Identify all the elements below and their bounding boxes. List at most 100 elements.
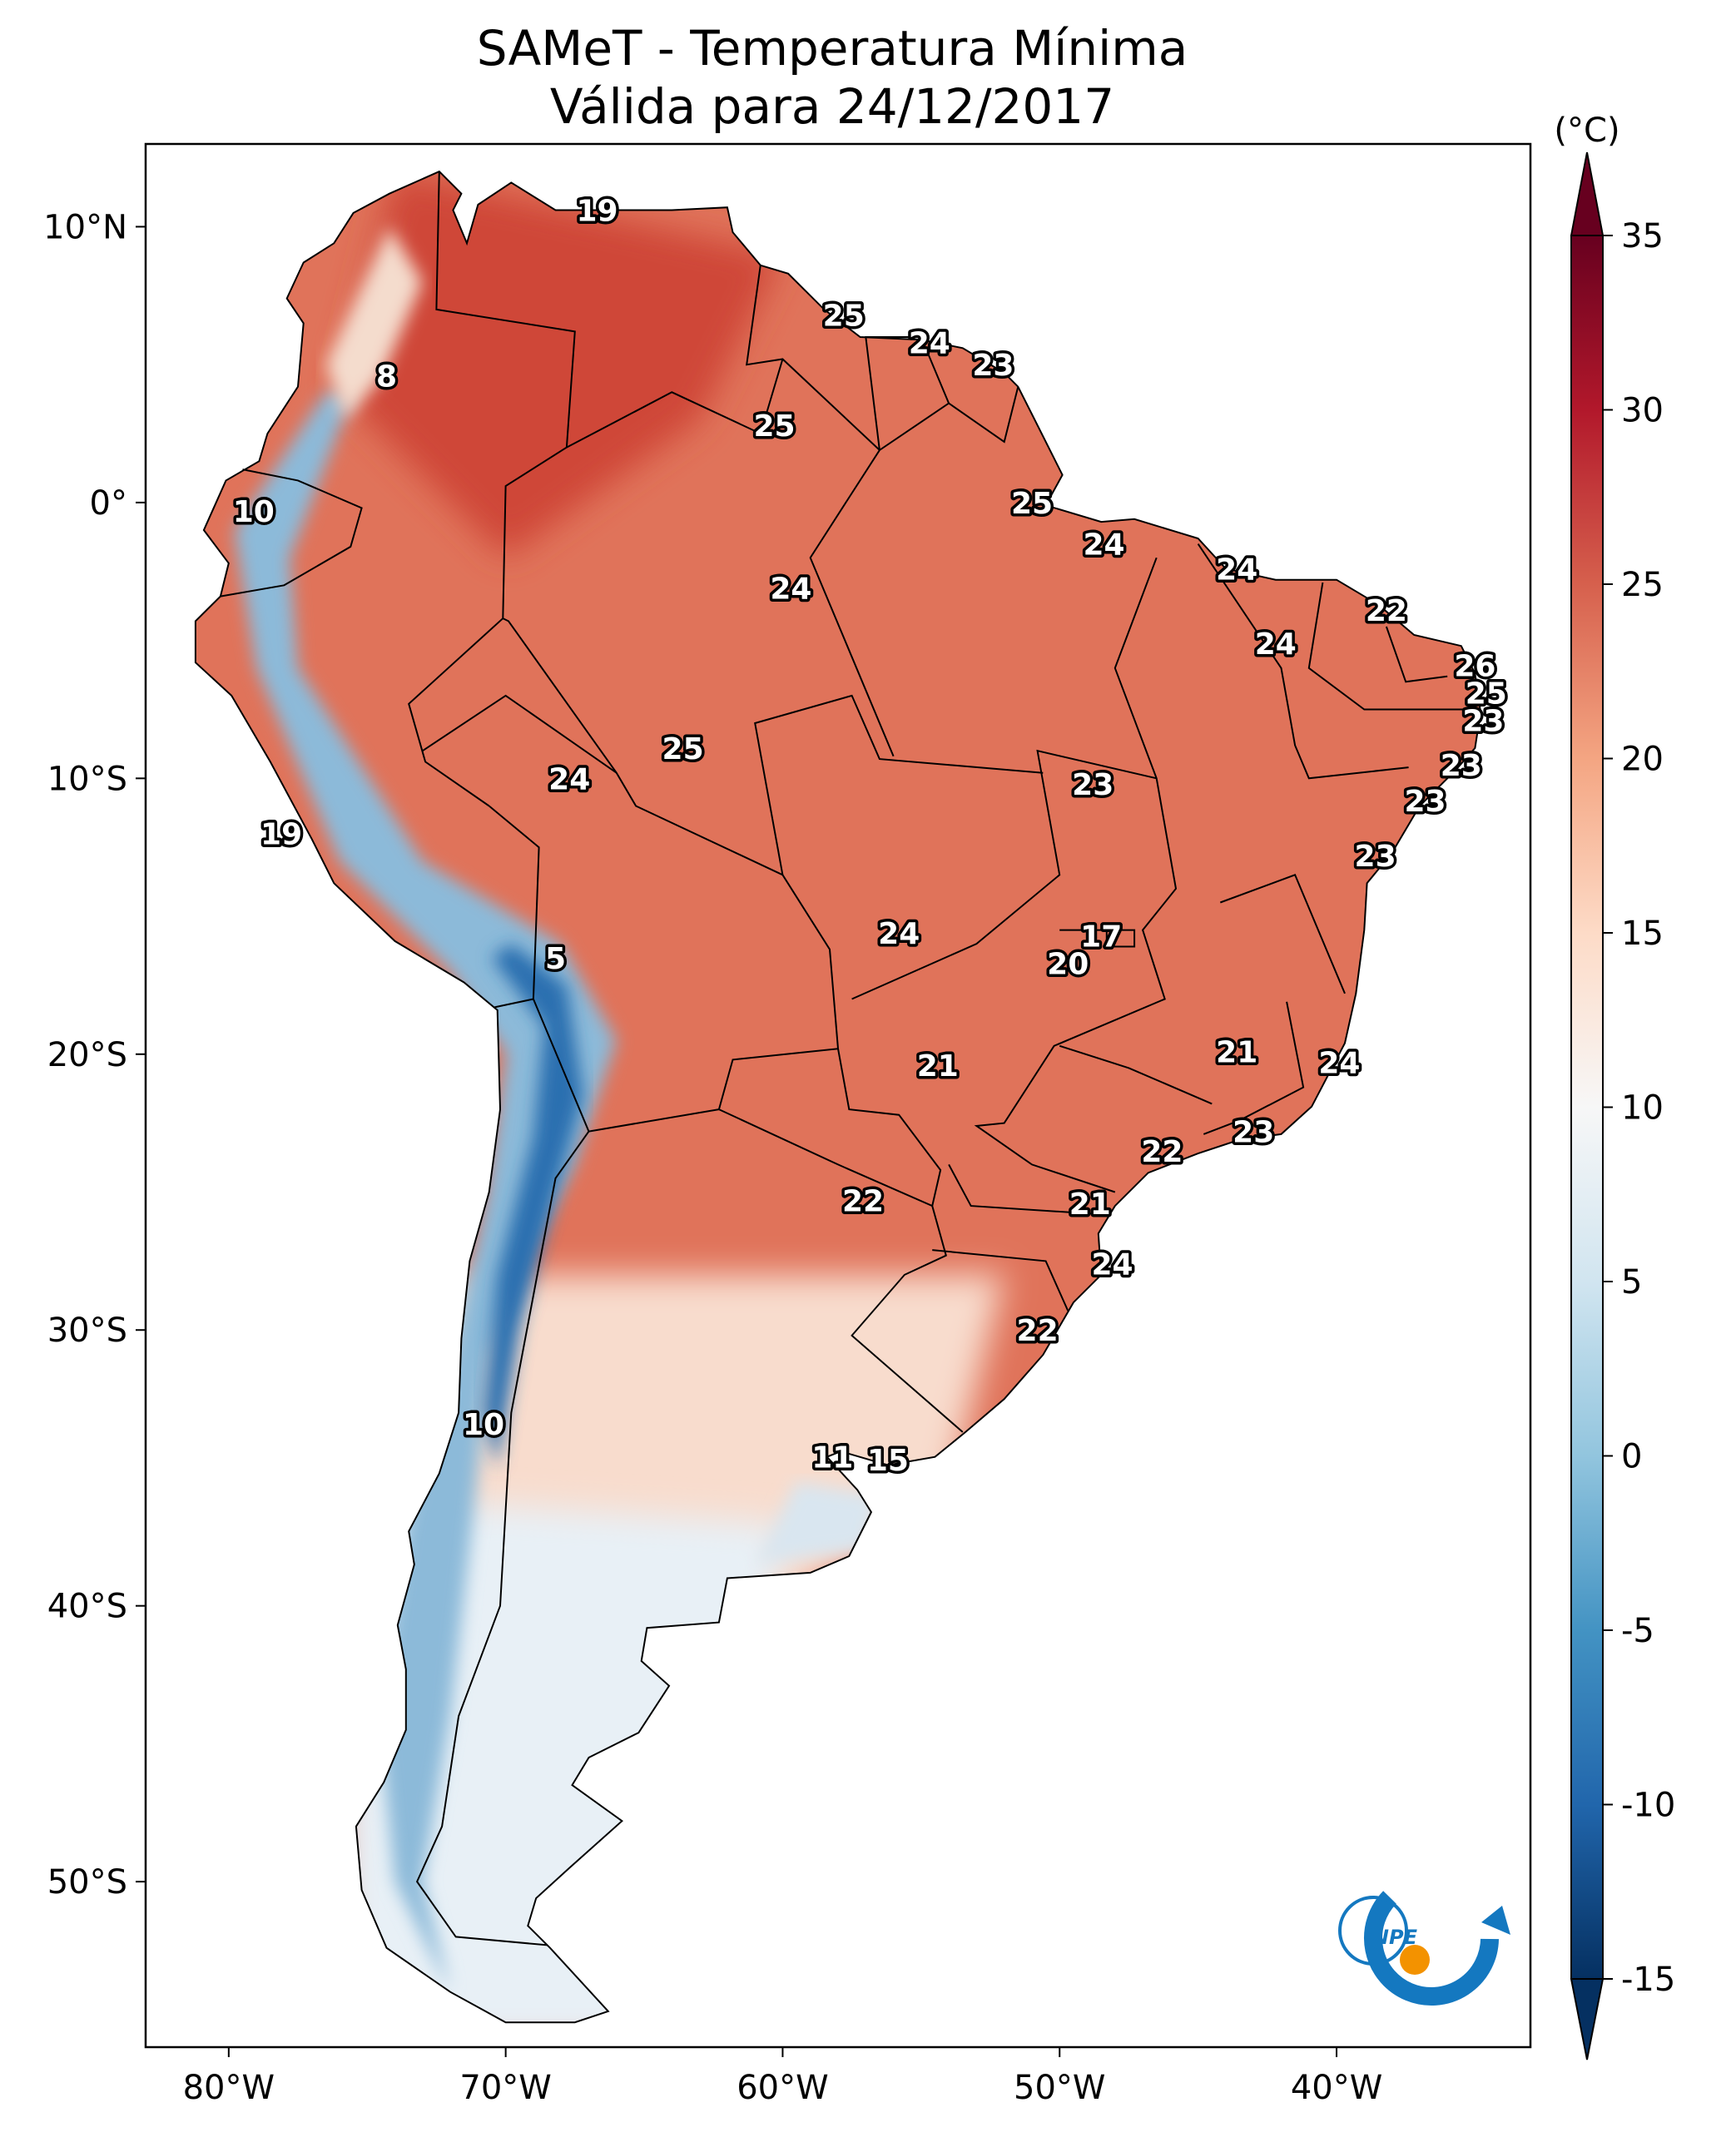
border-line-18 bbox=[1307, 582, 1476, 711]
field-colombia-andes bbox=[325, 226, 423, 420]
temp-label: 25 bbox=[1466, 677, 1507, 712]
logo-dot bbox=[1400, 1945, 1430, 1975]
colorbar: (°C) 35 30 25 20 15 10 5 0 -5 -10 -15 bbox=[1554, 112, 1675, 2060]
colorbar-tick-label: 20 bbox=[1621, 741, 1664, 779]
temp-label: 25 bbox=[753, 409, 795, 444]
border-line-8 bbox=[865, 336, 950, 451]
figure-title-line1: SAMeT - Temperatura Mínima bbox=[477, 20, 1188, 77]
border-line-5 bbox=[718, 1108, 964, 1433]
political-borders bbox=[220, 171, 1476, 1946]
temp-label: 19 bbox=[576, 195, 618, 229]
inpe-logo: INPE bbox=[1338, 1891, 1510, 2006]
field-andes-cold bbox=[234, 392, 617, 1992]
temp-label: 24 bbox=[770, 573, 811, 607]
latitude-ticks: 10°N 0° 10°S 20°S 30°S 40°S 50°S bbox=[43, 208, 146, 1902]
lon-tick-label: 70°W bbox=[459, 2069, 551, 2107]
temp-label: 24 bbox=[1318, 1047, 1360, 1081]
temp-label: 22 bbox=[842, 1185, 884, 1219]
colorbar-tick-label: -5 bbox=[1621, 1612, 1654, 1650]
border-line-20 bbox=[1219, 874, 1346, 994]
temp-label: 23 bbox=[1355, 840, 1396, 874]
longitude-ticks: 80°W 70°W 60°W 50°W 40°W bbox=[183, 2047, 1382, 2107]
border-line-4 bbox=[415, 1131, 590, 1946]
temp-label: 19 bbox=[260, 818, 302, 852]
border-line-13 bbox=[754, 694, 1044, 875]
temp-label: 23 bbox=[1072, 768, 1114, 802]
temp-label: 11 bbox=[811, 1441, 853, 1475]
temp-label: 23 bbox=[1462, 705, 1504, 739]
colorbar-tick-label: 5 bbox=[1621, 1263, 1642, 1302]
border-line-23 bbox=[1059, 929, 1136, 948]
colorbar-tick-label: 15 bbox=[1621, 915, 1664, 953]
colorbar-tick-label: 0 bbox=[1621, 1438, 1642, 1476]
border-line-16 bbox=[974, 557, 1178, 1193]
border-line-11 bbox=[932, 1249, 1069, 1312]
colorbar-tick-label: 25 bbox=[1621, 566, 1664, 604]
border-line-1 bbox=[408, 171, 576, 807]
temp-label: 24 bbox=[1083, 528, 1124, 563]
colorbar-tick-label: 30 bbox=[1621, 392, 1664, 430]
lat-tick-label: 30°S bbox=[47, 1312, 127, 1350]
lat-tick-label: 40°S bbox=[47, 1588, 127, 1626]
colorbar-tick-label: -10 bbox=[1621, 1787, 1675, 1825]
temp-label: 15 bbox=[867, 1444, 909, 1478]
border-line-3 bbox=[494, 998, 534, 1009]
lon-tick-label: 80°W bbox=[183, 2069, 275, 2107]
lat-tick-label: 20°S bbox=[47, 1036, 127, 1074]
colorbar-tick-label: -15 bbox=[1621, 1961, 1675, 1999]
colorbar-unit: (°C) bbox=[1554, 112, 1619, 150]
colorbar-tick-label: 10 bbox=[1621, 1089, 1664, 1128]
lon-tick-label: 60°W bbox=[737, 2069, 828, 2107]
border-line-15 bbox=[809, 449, 895, 757]
field-andes-very-cold bbox=[484, 944, 583, 1468]
temp-label: 26 bbox=[1454, 649, 1495, 683]
border-line-19 bbox=[1385, 626, 1448, 683]
border-line-21 bbox=[1203, 1001, 1305, 1135]
lat-tick-label: 10°S bbox=[47, 760, 127, 798]
temp-label: 24 bbox=[1255, 627, 1297, 662]
temp-label: 10 bbox=[463, 1408, 504, 1442]
field-hot-north bbox=[340, 171, 783, 558]
temp-label: 8 bbox=[376, 359, 397, 394]
temp-label: 25 bbox=[1011, 487, 1053, 521]
temp-label: 25 bbox=[823, 300, 865, 334]
temp-label: 24 bbox=[909, 327, 950, 361]
temp-label: 23 bbox=[1441, 749, 1482, 783]
temp-label: 25 bbox=[662, 732, 704, 766]
lon-tick-label: 40°W bbox=[1291, 2069, 1382, 2107]
temp-label: 22 bbox=[1141, 1135, 1183, 1169]
colorbar-tick-label: 35 bbox=[1621, 217, 1664, 255]
temp-label: 21 bbox=[1069, 1188, 1111, 1222]
temp-label: 24 bbox=[1216, 553, 1257, 587]
temp-label: 21 bbox=[917, 1049, 959, 1083]
border-line-9 bbox=[566, 359, 784, 449]
temp-label: 5 bbox=[545, 942, 566, 976]
logo-arc bbox=[1364, 1891, 1499, 2006]
temp-label: 23 bbox=[972, 349, 1014, 383]
temp-label: 10 bbox=[233, 495, 275, 529]
border-line-22 bbox=[1059, 1044, 1213, 1105]
temp-label: 24 bbox=[878, 917, 920, 951]
border-line-14 bbox=[422, 694, 618, 774]
border-line-10 bbox=[948, 1163, 1099, 1215]
temp-label: 23 bbox=[1233, 1116, 1274, 1150]
border-line-12 bbox=[851, 749, 1157, 1000]
colorbar-top-arrow bbox=[1570, 151, 1605, 236]
coastline bbox=[194, 170, 1482, 2024]
temp-label: 24 bbox=[548, 762, 590, 796]
border-line-0 bbox=[220, 469, 363, 598]
logo-text: INPE bbox=[1365, 1926, 1418, 1949]
temp-label: 23 bbox=[1404, 785, 1446, 819]
temp-label: 21 bbox=[1216, 1036, 1257, 1070]
figure-title-line2: Válida para 24/12/2017 bbox=[550, 78, 1114, 135]
temp-label: 20 bbox=[1047, 947, 1089, 981]
colorbar-bottom-arrow bbox=[1570, 1978, 1605, 2060]
lat-tick-label: 50°S bbox=[47, 1863, 127, 1902]
border-line-17 bbox=[1197, 543, 1409, 780]
temp-label: 24 bbox=[1091, 1248, 1133, 1282]
temp-label: 22 bbox=[1017, 1314, 1059, 1348]
colorbar-gradient bbox=[1570, 235, 1604, 1980]
border-line-6 bbox=[837, 1049, 942, 1207]
